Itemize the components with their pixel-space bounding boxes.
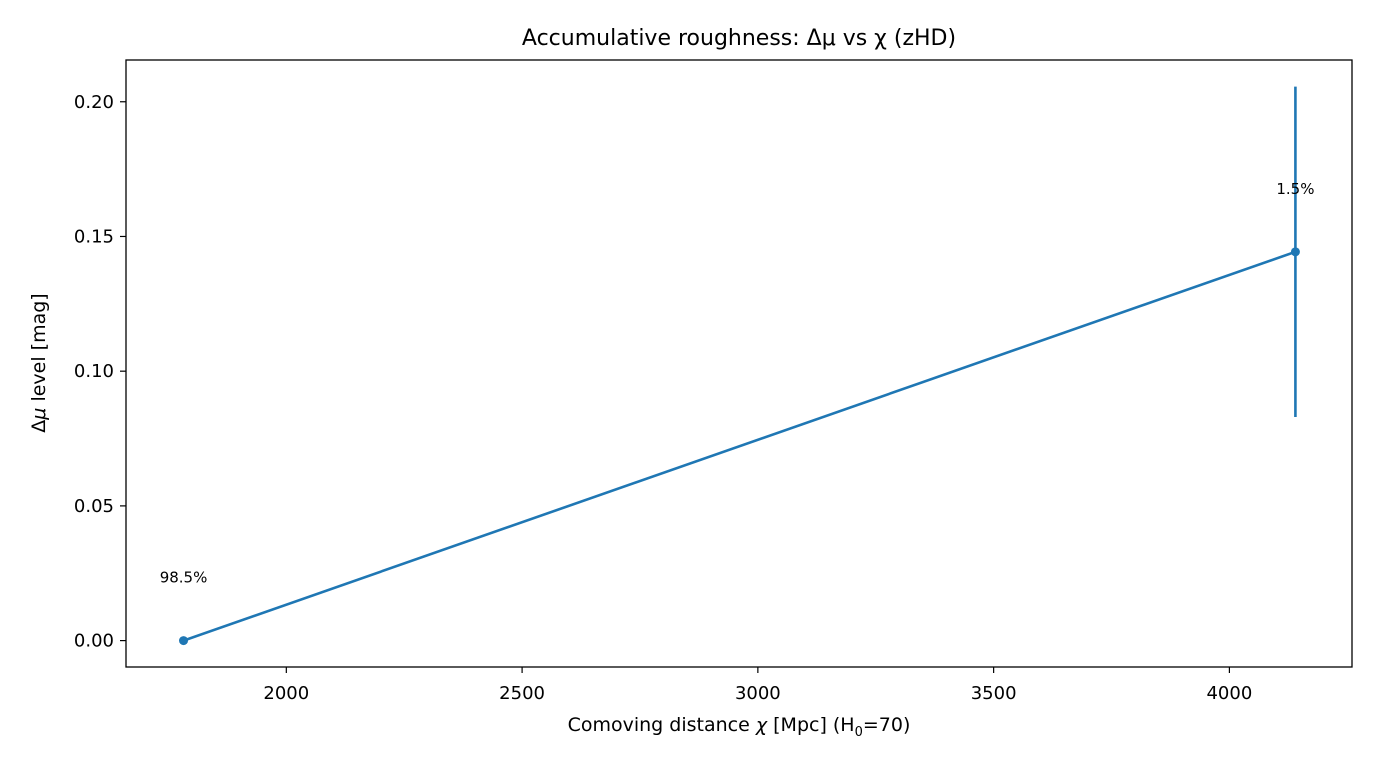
y-axis-label-prefix: Δ xyxy=(28,420,50,433)
y-tick-label: 0.15 xyxy=(74,226,114,247)
y-axis-label-suffix: level [mag] xyxy=(28,293,50,407)
x-axis: 2000 2500 3000 3500 4000 xyxy=(263,667,1252,704)
x-tick-label: 3500 xyxy=(971,683,1017,704)
y-tick-label: 0.10 xyxy=(74,361,114,382)
y-tick-label: 0.20 xyxy=(74,92,114,113)
x-tick-label: 2500 xyxy=(499,683,545,704)
y-tick-label: 0.05 xyxy=(74,496,114,517)
data-point xyxy=(179,636,189,646)
y-tick-label: 0.00 xyxy=(74,631,114,652)
x-tick-label: 2000 xyxy=(263,683,309,704)
x-tick-label: 3000 xyxy=(735,683,781,704)
y-axis-label-var: μ xyxy=(28,408,50,421)
point-annotation: 1.5% xyxy=(1276,180,1314,198)
axes-frame xyxy=(125,59,1353,668)
series-line xyxy=(183,250,1296,642)
x-axis-label-suffix: =70) xyxy=(863,714,911,736)
x-axis-label-var: χ xyxy=(755,714,768,736)
point-annotation: 98.5% xyxy=(160,569,208,587)
x-axis-label-sub: 0 xyxy=(855,725,863,740)
y-axis: 0.00 0.05 0.10 0.15 0.20 xyxy=(74,92,126,652)
x-axis-label: Comoving distance χ [Mpc] (H0=70) xyxy=(568,714,911,740)
x-axis-label-middle: [Mpc] (H xyxy=(767,714,855,736)
data-point xyxy=(1290,247,1300,257)
plot-area: 98.5% 1.5% xyxy=(160,86,1314,646)
y-axis-label: Δμ level [mag] xyxy=(28,293,50,432)
x-tick-label: 4000 xyxy=(1206,683,1252,704)
chart-title: Accumulative roughness: Δμ vs χ (zHD) xyxy=(522,26,956,51)
x-axis-label-prefix: Comoving distance xyxy=(568,714,756,736)
